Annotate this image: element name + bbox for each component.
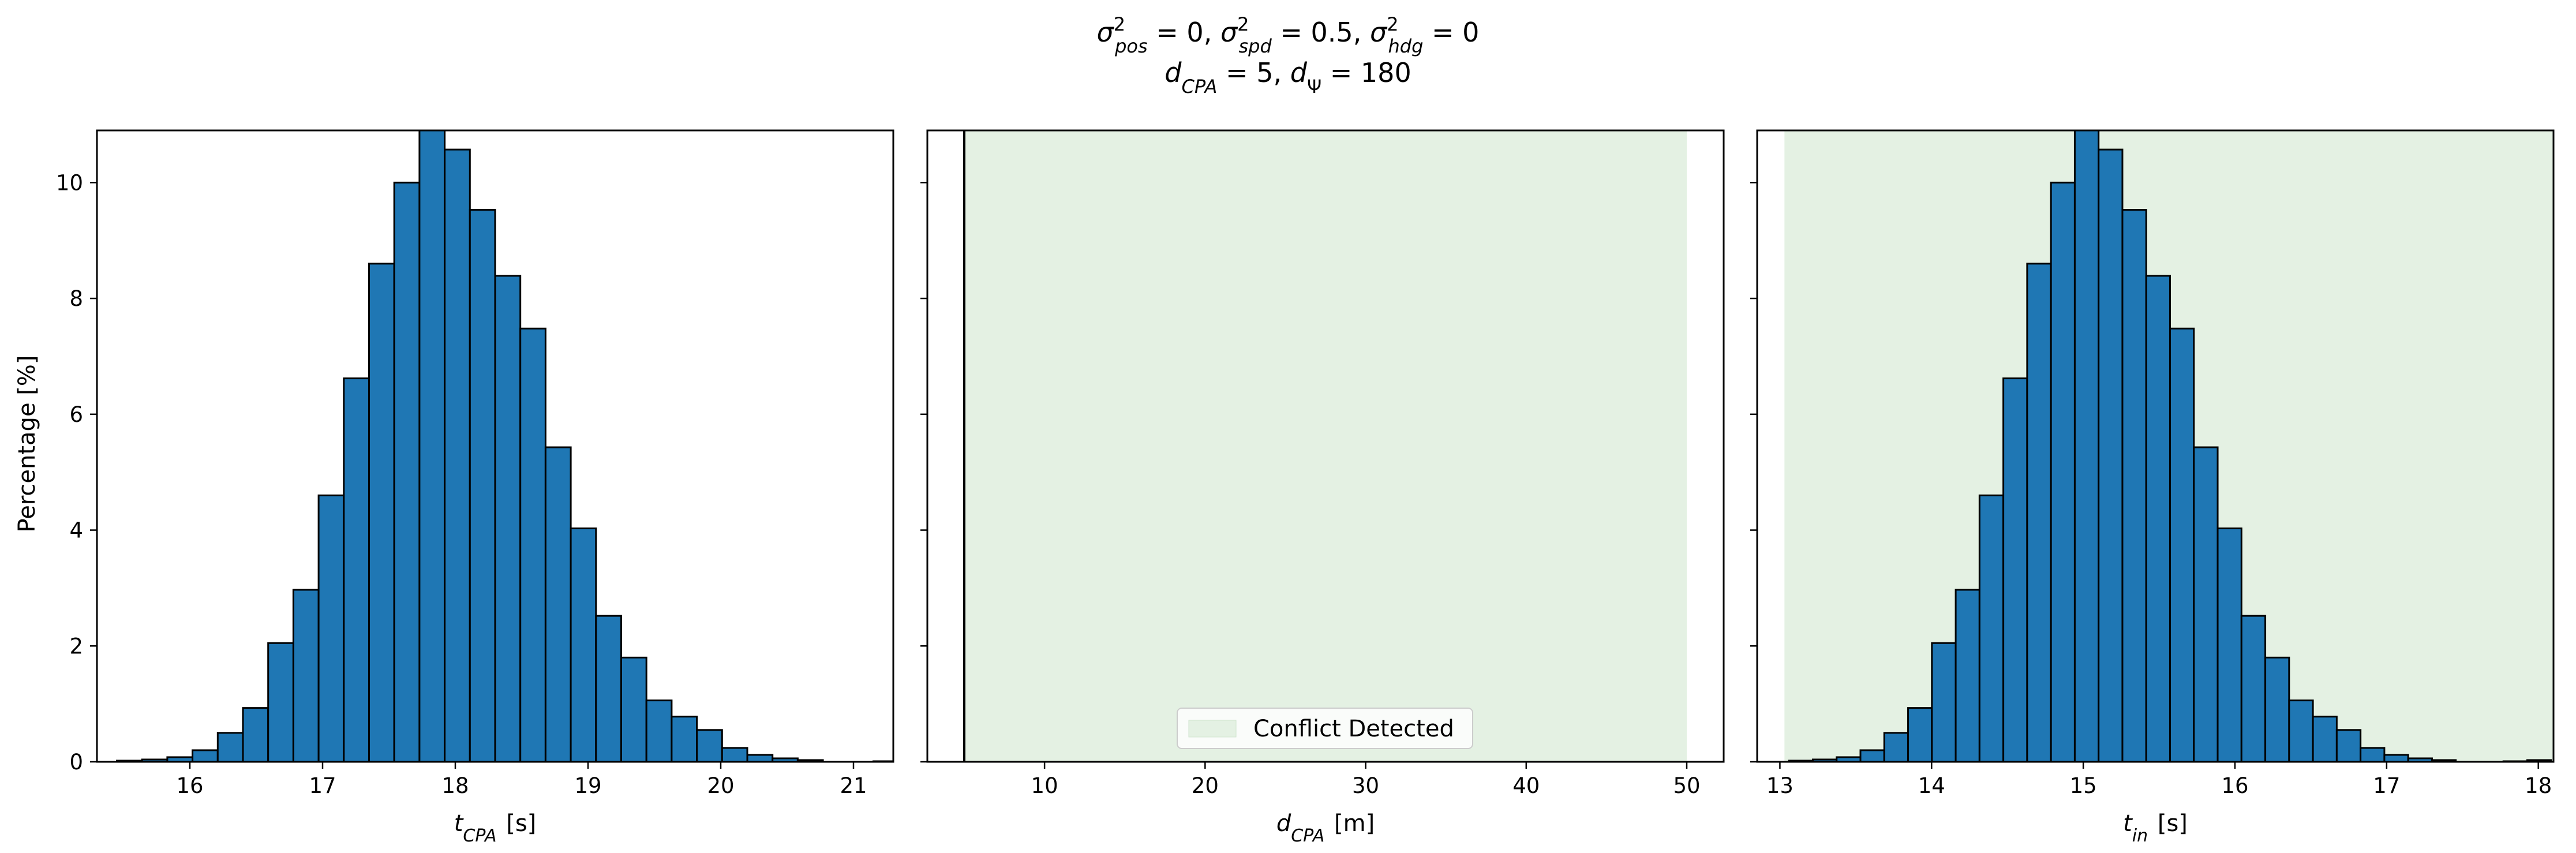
x-tick-label: 20 [1192, 773, 1219, 798]
histogram-bar [267, 642, 294, 762]
histogram-bar [393, 181, 421, 762]
x-tick-label: 30 [1352, 773, 1379, 798]
histogram-bar [898, 760, 924, 762]
histogram-bar [2264, 656, 2290, 762]
x-tick-label: 40 [1512, 773, 1540, 798]
y-axis-label: Percentage [%] [14, 356, 40, 533]
histogram-bar [519, 327, 546, 762]
histogram-bar [721, 747, 748, 762]
histogram-bar [317, 494, 345, 762]
histogram-bar [570, 527, 597, 762]
x-tick-label: 19 [574, 773, 601, 798]
histogram-bar [2360, 747, 2386, 762]
histogram-bar [1859, 749, 1885, 762]
histogram-bar [2193, 446, 2219, 762]
histogram-bar [2312, 716, 2338, 762]
plot-area [963, 130, 1687, 762]
histogram-bar [1978, 494, 2005, 762]
x-tick-label: 20 [707, 773, 734, 798]
legend-swatch [1188, 720, 1237, 738]
histogram-bar [2026, 263, 2052, 762]
axes-frame [926, 129, 1725, 763]
axes-frame [96, 129, 894, 763]
histogram-bar [444, 148, 471, 762]
x-axis-label: tCPA [s] [454, 810, 537, 846]
conflict-detected-region [964, 130, 1687, 762]
x-axis-label: dCPA [m] [1276, 810, 1375, 846]
histogram-bar [469, 209, 496, 762]
x-tick-label: 13 [1766, 773, 1794, 798]
x-tick-label: 17 [2373, 773, 2400, 798]
figure-title: σ2 pos = 0, σ2 spd = 0.5, σ2 hdg = 0 dCPA =… [1097, 13, 1480, 98]
histogram-bar [368, 263, 395, 762]
histogram-bar [343, 377, 370, 762]
histogram-bar [2288, 699, 2314, 762]
histogram-bar [2121, 209, 2147, 762]
histogram-bar [796, 759, 824, 762]
histogram-bar [671, 716, 698, 762]
legend-label: Conflict Detected [1253, 716, 1454, 742]
legend: Conflict Detected [1177, 708, 1473, 749]
histogram-bar [620, 656, 647, 762]
histogram-bar [2240, 615, 2267, 762]
histogram-bar [2002, 377, 2028, 762]
y-tick-label: 6 [69, 402, 83, 427]
histogram-bar [1931, 642, 1957, 762]
axes-frame [1756, 129, 2555, 763]
histogram-panel-tin: 13 14 15 16 17 18 tin [s] [1750, 129, 2555, 846]
y-tick-label: 2 [69, 634, 83, 659]
histogram-bar [1883, 732, 1909, 762]
histogram-bar [2145, 275, 2171, 762]
histogram-bar [544, 446, 572, 762]
legend-box [1177, 708, 1473, 749]
x-tick-label: 50 [1673, 773, 1700, 798]
y-tick-label: 4 [69, 518, 83, 543]
x-axis-label: tin [s] [2123, 810, 2188, 846]
conflict-panel-dcpa: 10 20 30 40 50 dCPA [m] Conflict Detected [920, 129, 1725, 846]
histogram-bar [2073, 130, 2100, 762]
histogram-bar [2431, 759, 2457, 762]
histogram-bar [696, 729, 723, 762]
x-tick-label: 15 [2070, 773, 2097, 798]
histogram-bar [2216, 527, 2242, 762]
figure-title-line-1: σ2 pos = 0, σ2 spd = 0.5, σ2 hdg = 0 [1097, 13, 1480, 57]
histogram-bar [746, 754, 774, 762]
histogram-panel-tcpa: 16 17 18 19 20 21 0 2 4 6 8 10 tCPA [s] [56, 129, 924, 846]
histogram-bar [192, 749, 219, 762]
x-tick-label: 21 [840, 773, 867, 798]
figure-title-line-2: dCPA = 5, dΨ = 180 [1165, 57, 1411, 98]
y-tick-label: 0 [69, 750, 83, 775]
histogram-bar [242, 707, 269, 762]
x-tick-label: 16 [176, 773, 203, 798]
histogram-bar [216, 732, 244, 762]
histogram-bar [2169, 327, 2195, 762]
x-tick-label: 14 [1918, 773, 1945, 798]
x-tick-label: 10 [1031, 773, 1058, 798]
x-tick-label: 18 [2525, 773, 2552, 798]
plot-area [1784, 130, 2553, 762]
x-tick-label: 16 [2221, 773, 2248, 798]
ylabel-percentage: Percentage [%] [14, 356, 40, 533]
histogram-bar [1907, 707, 1933, 762]
histogram-bar [2050, 181, 2076, 762]
histogram-bar [2526, 759, 2552, 762]
y-tick-label: 10 [56, 170, 83, 195]
y-tick-label: 8 [69, 286, 83, 311]
histogram-bar [595, 615, 623, 762]
histogram-bar [2383, 754, 2409, 762]
x-tick-label: 17 [309, 773, 336, 798]
histogram-bar [292, 589, 320, 762]
x-tick-label: 18 [441, 773, 469, 798]
histogram-bar [418, 130, 446, 762]
histogram-bar [2335, 729, 2362, 762]
histogram-bar [494, 275, 522, 762]
plot-area [116, 130, 924, 762]
histogram-bar [2098, 148, 2124, 762]
histogram-bar [1955, 589, 1980, 762]
histogram-bar [645, 699, 673, 762]
